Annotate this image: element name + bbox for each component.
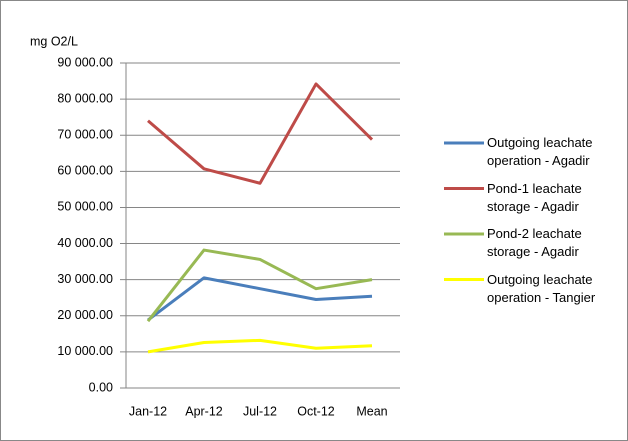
- y-tick-label: 40 000.00: [57, 236, 113, 250]
- legend-label: Pond-1 leachate storage - Agadir: [487, 180, 582, 214]
- x-tick-label: Mean: [356, 404, 387, 418]
- line-series: [147, 82, 374, 185]
- y-axis-label: mg O2/L: [30, 34, 78, 48]
- legend-label: Outgoing leachate operation - Tangier: [487, 271, 596, 305]
- legend-label: Pond-2 leachate storage - Agadir: [487, 226, 582, 259]
- y-tick-label: 20 000.00: [57, 308, 113, 322]
- x-tick-label: Jan-12: [129, 404, 167, 418]
- y-tick-label: 90 000.00: [57, 55, 113, 69]
- y-tick-label: 0.00: [89, 380, 113, 394]
- x-tick-label: Apr-12: [185, 404, 223, 418]
- y-tick-label: 10 000.00: [57, 344, 113, 358]
- line-series: [147, 338, 373, 354]
- line-series: [146, 248, 373, 323]
- x-tick-label: Jul-12: [243, 404, 277, 418]
- y-tick-label: 80 000.00: [57, 91, 113, 105]
- y-tick-label: 50 000.00: [57, 200, 113, 214]
- x-tick-label: Oct-12: [297, 404, 335, 418]
- y-tick-label: 30 000.00: [57, 272, 113, 286]
- legend-label: Outgoing leachate operation - Agadir: [487, 135, 593, 168]
- y-tick-label: 70 000.00: [57, 128, 113, 142]
- line-series: [147, 276, 373, 322]
- y-tick-label: 60 000.00: [57, 164, 113, 178]
